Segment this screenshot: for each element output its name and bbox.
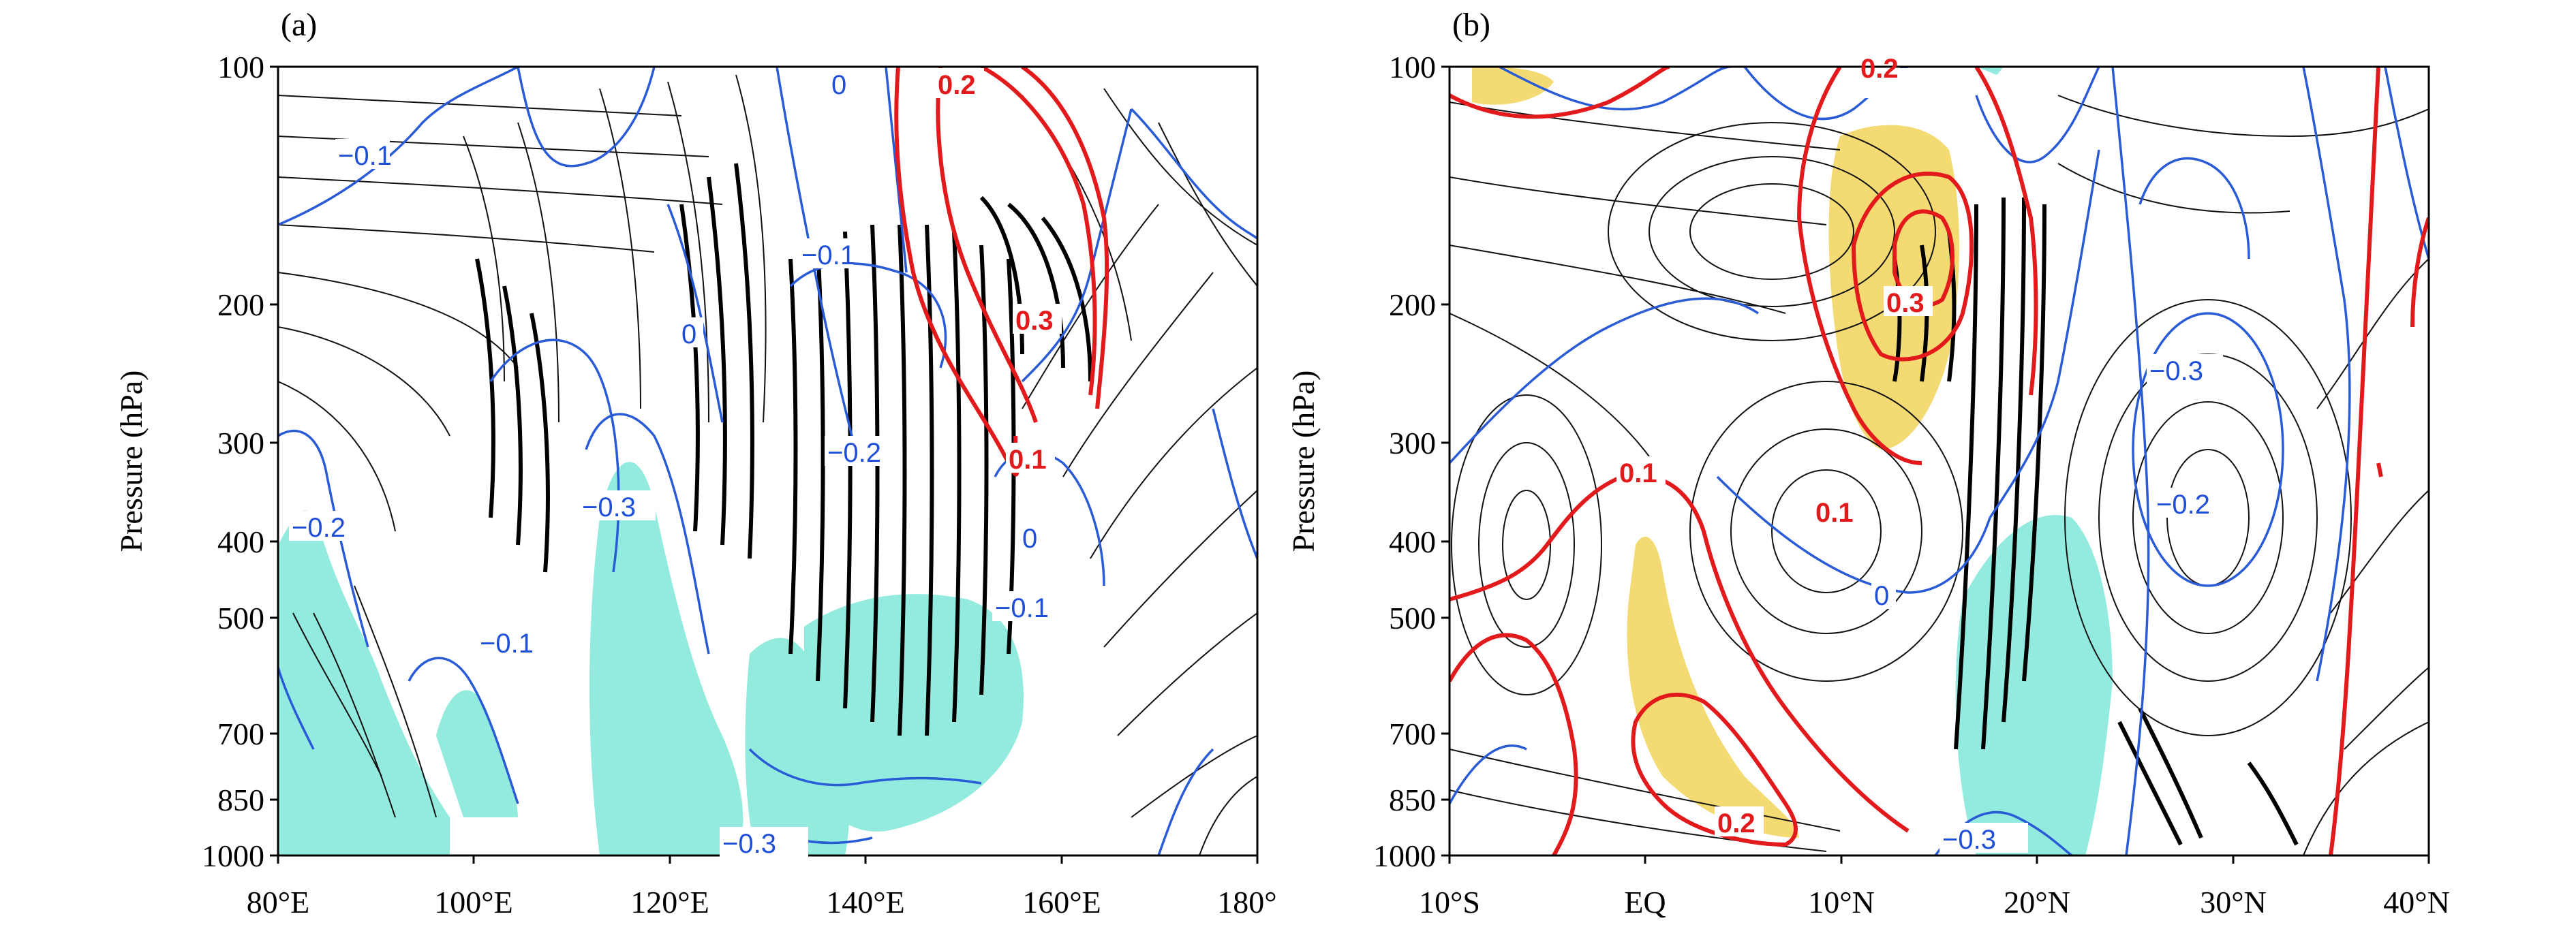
y-tick-label: 700 [1389, 717, 1436, 751]
panel-a-red-contours [894, 67, 1109, 477]
y-tick-label: 850 [1389, 783, 1436, 817]
panel-b-frame [1448, 65, 2430, 857]
contour-label: 0 [1022, 524, 1037, 554]
x-tick-label: 30°N [2200, 885, 2267, 920]
y-tick-label: 100 [1389, 50, 1436, 84]
x-tick-label: 80°E [247, 885, 310, 920]
x-tick-label: 20°N [2004, 885, 2070, 920]
panel-b-negative-shading [1955, 67, 2113, 855]
contour-label: −0.3 [582, 492, 636, 522]
contour-label: 0.2 [938, 70, 976, 100]
panel-a-label: (a) [281, 7, 317, 43]
y-tick-label: 300 [1389, 426, 1436, 460]
contour-label: −0.2 [827, 438, 881, 468]
y-tick-label: 1000 [1373, 838, 1436, 873]
contour-label: 0.2 [1717, 808, 1755, 838]
contour-label: −0.1 [995, 593, 1049, 623]
y-tick-label: 400 [217, 524, 264, 559]
contour-label: −0.2 [2156, 490, 2210, 520]
panel-a: (a) [114, 7, 1277, 920]
panel-b-x-axis: 10°S EQ 10°N 20°N 30°N 40°N [1419, 855, 2450, 920]
x-tick-label: EQ [1624, 885, 1666, 920]
y-tick-label: 100 [217, 50, 264, 84]
panel-a-contour-labels: −0.1 0 0.2 −0.1 0.3 0 −0.2 0.1 −0.2 −0.3… [289, 68, 1069, 859]
contour-label: 0.3 [1886, 288, 1925, 318]
contour-label: 0 [1874, 581, 1889, 611]
contour-label: 0.1 [1815, 498, 1854, 528]
panel-b-y-axis: 100 200 300 400 500 700 850 1000 Pressur… [1286, 50, 1450, 873]
contour-label: −0.1 [338, 141, 392, 171]
panel-b: (b) [1286, 7, 2450, 920]
x-tick-label: 100°E [434, 885, 513, 920]
y-tick-label: 400 [1389, 524, 1436, 559]
y-tick-label: 500 [1389, 601, 1436, 635]
x-tick-label: 40°N [2383, 885, 2450, 920]
contour-label: −0.1 [480, 629, 534, 659]
contour-label: 0.3 [1015, 306, 1054, 336]
contour-label: 0.1 [1619, 458, 1657, 488]
y-tick-label: 500 [217, 601, 264, 635]
contour-label: −0.1 [801, 240, 855, 270]
x-tick-label: 160°E [1022, 885, 1101, 920]
contour-label: 0.1 [1009, 445, 1047, 475]
panel-a-negative-shading [278, 462, 1024, 855]
contour-label: 0 [681, 319, 696, 349]
y-tick-label: 300 [217, 426, 264, 460]
panel-a-y-axis: 100 200 300 400 500 700 850 1000 Pressur… [114, 50, 278, 873]
panel-b-label: (b) [1452, 7, 1490, 43]
y-tick-label: 200 [1389, 287, 1436, 322]
panel-a-plot-area [278, 67, 1257, 855]
contour-label: −0.3 [2149, 356, 2203, 386]
y-tick-label: 1000 [202, 838, 264, 873]
panel-a-streamlines [278, 74, 1257, 855]
panel-b-plot-area [1450, 67, 2429, 855]
x-tick-label: 10°S [1419, 885, 1480, 920]
panel-a-x-axis: 80°E 100°E 120°E 140°E 160°E 180° [247, 855, 1277, 920]
contour-label: −0.3 [722, 829, 776, 859]
x-tick-label: 140°E [826, 885, 905, 920]
y-tick-label: 850 [217, 783, 264, 817]
x-tick-label: 120°E [630, 885, 709, 920]
panel-b-streamlines [1450, 95, 2429, 855]
panel-b-red-contours [1450, 67, 2429, 855]
contour-label: 0 [831, 70, 846, 100]
contour-label: −0.2 [292, 513, 346, 543]
x-tick-label: 10°N [1808, 885, 1875, 920]
panel-b-contour-labels: 0.2 0.3 −0.3 0.1 0.1 −0.2 0 0.2 −0.3 [1616, 54, 2230, 855]
contour-label: −0.3 [1942, 825, 1996, 855]
x-tick-label: 180° [1217, 885, 1276, 920]
y-axis-title: Pressure (hPa) [1286, 371, 1321, 552]
y-tick-label: 200 [217, 287, 264, 322]
y-axis-title: Pressure (hPa) [114, 371, 149, 552]
y-tick-label: 700 [217, 717, 264, 751]
contour-label: 0.2 [1860, 54, 1899, 84]
